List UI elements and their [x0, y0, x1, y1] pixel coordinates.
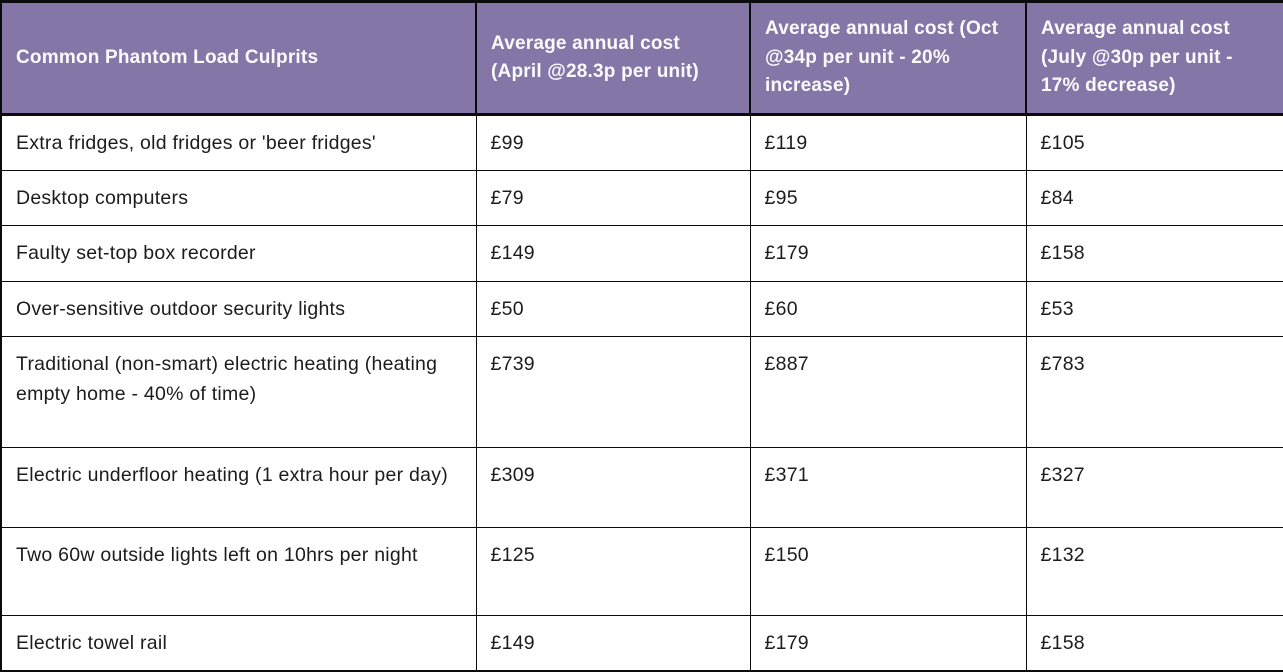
table-body: Extra fridges, old fridges or 'beer frid… — [0, 113, 1283, 672]
cost-july-cell: £132 — [1025, 526, 1283, 616]
column-header-cost-oct: Average annual cost (Oct @34p per unit -… — [749, 1, 1027, 116]
cost-april-cell: £99 — [475, 113, 751, 172]
cost-july-cell: £53 — [1025, 280, 1283, 337]
table-row: Desktop computers £79 £95 £84 — [0, 170, 1283, 227]
cost-july-cell: £783 — [1025, 335, 1283, 448]
cost-april-cell: £125 — [475, 526, 751, 616]
cost-july-cell: £327 — [1025, 446, 1283, 528]
culprit-cell: Electric towel rail — [0, 614, 477, 672]
cost-oct-cell: £150 — [749, 526, 1027, 616]
cost-oct-cell: £179 — [749, 225, 1027, 282]
cost-april-cell: £50 — [475, 280, 751, 337]
cost-oct-cell: £371 — [749, 446, 1027, 528]
table-row: Electric towel rail £149 £179 £158 — [0, 614, 1283, 672]
column-header-cost-april: Average annual cost (April @28.3p per un… — [475, 1, 751, 116]
table-row: Two 60w outside lights left on 10hrs per… — [0, 526, 1283, 616]
cost-oct-cell: £179 — [749, 614, 1027, 672]
culprit-cell: Over-sensitive outdoor security lights — [0, 280, 477, 337]
cost-july-cell: £158 — [1025, 614, 1283, 672]
cost-april-cell: £309 — [475, 446, 751, 528]
table-header: Common Phantom Load Culprits Average ann… — [0, 1, 1283, 116]
table-row: Extra fridges, old fridges or 'beer frid… — [0, 113, 1283, 172]
cost-july-cell: £105 — [1025, 113, 1283, 172]
cost-oct-cell: £60 — [749, 280, 1027, 337]
table-row: Traditional (non-smart) electric heating… — [0, 335, 1283, 448]
cost-july-cell: £84 — [1025, 170, 1283, 227]
table-row: Faulty set-top box recorder £149 £179 £1… — [0, 225, 1283, 282]
table-row: Over-sensitive outdoor security lights £… — [0, 280, 1283, 337]
table-row: Electric underfloor heating (1 extra hou… — [0, 446, 1283, 528]
culprit-cell: Traditional (non-smart) electric heating… — [0, 335, 477, 448]
cost-april-cell: £149 — [475, 614, 751, 672]
cost-oct-cell: £119 — [749, 113, 1027, 172]
culprit-cell: Desktop computers — [0, 170, 477, 227]
header-row: Common Phantom Load Culprits Average ann… — [0, 1, 1283, 116]
cost-july-cell: £158 — [1025, 225, 1283, 282]
cost-april-cell: £149 — [475, 225, 751, 282]
cost-oct-cell: £887 — [749, 335, 1027, 448]
cost-april-cell: £739 — [475, 335, 751, 448]
culprit-cell: Two 60w outside lights left on 10hrs per… — [0, 526, 477, 616]
culprit-cell: Extra fridges, old fridges or 'beer frid… — [0, 113, 477, 172]
column-header-cost-july: Average annual cost (July @30p per unit … — [1025, 1, 1283, 116]
cost-oct-cell: £95 — [749, 170, 1027, 227]
column-header-culprits: Common Phantom Load Culprits — [0, 1, 477, 116]
culprit-cell: Electric underfloor heating (1 extra hou… — [0, 446, 477, 528]
culprit-cell: Faulty set-top box recorder — [0, 225, 477, 282]
cost-april-cell: £79 — [475, 170, 751, 227]
